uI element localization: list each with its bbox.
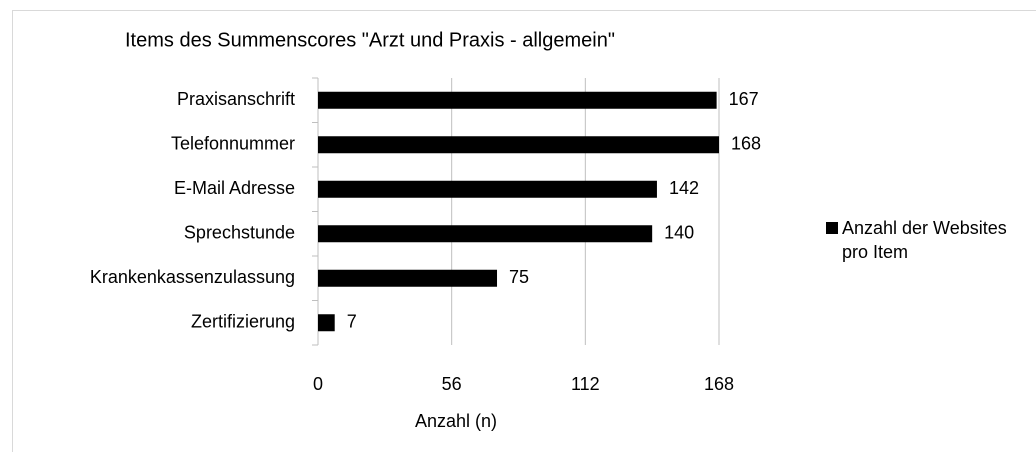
value-label: 140: [664, 223, 694, 243]
y-tick-label: Telefonnummer: [171, 134, 295, 154]
bar: [318, 269, 498, 287]
y-tick-label: E-Mail Adresse: [174, 178, 295, 198]
x-tick-label: 56: [442, 374, 462, 394]
bar: [318, 314, 335, 332]
value-label: 7: [347, 312, 357, 332]
value-label: 167: [729, 89, 759, 109]
chart-title: Items des Summenscores "Arzt und Praxis …: [125, 29, 615, 51]
bar: [318, 180, 657, 198]
bar: [318, 225, 653, 243]
x-tick-label: 168: [704, 374, 734, 394]
legend-label: Anzahl der Websites pro Item: [842, 218, 1007, 262]
legend-swatch: [826, 222, 838, 234]
y-tick-label: Praxisanschrift: [177, 89, 295, 109]
legend: Anzahl der Websites pro Item: [826, 216, 1036, 264]
bar: [318, 136, 719, 154]
value-label: 142: [669, 178, 699, 198]
value-label: 168: [731, 134, 761, 154]
x-axis-label: Anzahl (n): [415, 411, 497, 431]
x-tick-label: 112: [571, 374, 600, 394]
y-tick-label: Sprechstunde: [184, 223, 295, 243]
x-tick-label: 0: [313, 374, 323, 394]
value-label: 75: [509, 267, 529, 287]
y-tick-label: Krankenkassenzulassung: [90, 267, 295, 287]
bar: [318, 91, 717, 109]
chart-border: [12, 10, 1036, 452]
y-tick-label: Zertifizierung: [191, 312, 295, 332]
